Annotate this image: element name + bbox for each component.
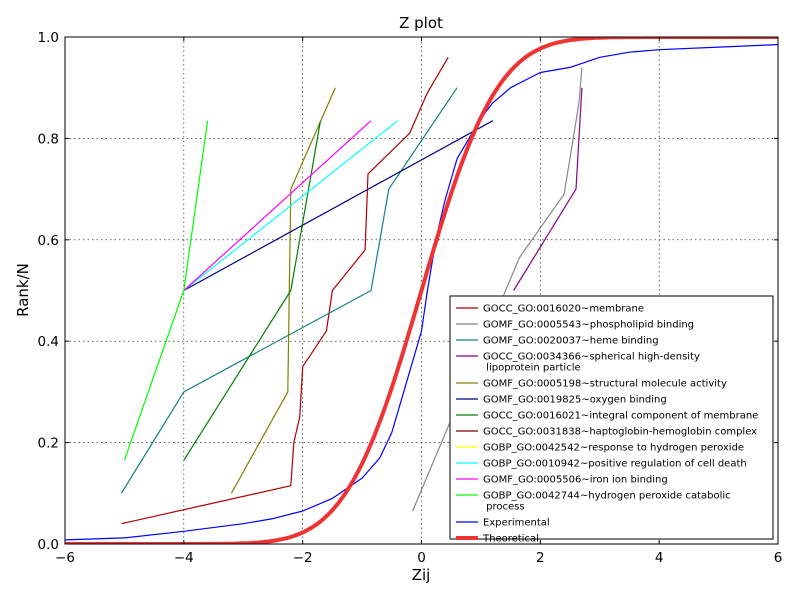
series-line-theoretical	[65, 37, 778, 544]
legend-entry-label: GOCC_GO:0016020~membrane	[483, 304, 644, 315]
legend-entry-label: GOCC_GO:0031838~haptoglobin-hemoglobin c…	[483, 427, 757, 438]
series-line-gomf-go-0005506-iron-ion-binding	[183, 120, 372, 291]
legend-entry-label: GOBP_GO:0042744~hydrogen peroxide catabo…	[483, 491, 731, 513]
y-tick-label: 0.0	[38, 537, 59, 553]
legend: GOCC_GO:0016020~membrane GOMF_GO:0005543~…	[449, 295, 774, 545]
legend-entry-label: GOMF_GO:0005543~phospholipid binding	[483, 320, 694, 331]
legend-entry-label: GOCC_GO:0034366~spherical high-density l…	[483, 352, 700, 374]
x-tick-label: 6	[774, 550, 783, 566]
legend-entry-label: GOMF_GO:0020037~heme binding	[483, 336, 659, 347]
series-line-gocc-go-0034366-spherical-high-density-lipoprotein-particle	[513, 87, 583, 291]
x-axis-label: Zij	[412, 566, 431, 584]
x-tick-label: 2	[536, 550, 545, 566]
chart-title: Z plot	[399, 14, 443, 32]
y-tick-label: 0.2	[38, 436, 59, 452]
x-tick-label: 0	[417, 550, 426, 566]
series-line-gomf-go-0019825-oxygen-binding	[183, 120, 494, 292]
y-tick-label: 0.6	[38, 233, 59, 249]
x-tick-label: −2	[293, 550, 313, 566]
legend-entry-label: GOBP_GO:0010942~positive regulation of c…	[483, 459, 747, 470]
legend-entry-label: GOMF_GO:0005198~structural molecule acti…	[483, 379, 727, 390]
series-line-gomf-go-0005198-structural-molecule-activity	[230, 87, 336, 494]
y-tick-label: 1.0	[38, 30, 59, 46]
axis-ticks: −6 −4 −2 0 2 4 6 0.0 0.2 0.4 0.6 0.8 1.0	[38, 30, 783, 566]
x-tick-label: 4	[655, 550, 664, 566]
y-tick-label: 0.4	[38, 334, 59, 350]
legend-entry-label: Experimental	[483, 518, 550, 529]
x-tick-label: −6	[55, 550, 75, 566]
legend-entry-label: GOCC_GO:0016021~integral component of me…	[483, 411, 758, 422]
series-layer	[65, 37, 778, 544]
series-line-gocc-go-0016021-integral-component-of-membrane	[183, 120, 322, 461]
legend-box	[449, 295, 774, 540]
legend-entry-label: GOBP_GO:0042542~response to hydrogen per…	[483, 443, 744, 454]
series-line-gobp-go-0010942-positive-regulation-of-cell-death	[183, 120, 399, 291]
legend-entry-label: GOMF_GO:0019825~oxygen binding	[483, 395, 667, 406]
legend-entry-label: Theoretical	[482, 534, 539, 545]
series-line-gomf-go-0020037-heme-binding	[120, 87, 458, 494]
plot-area	[65, 37, 778, 544]
y-tick-label: 0.8	[38, 131, 59, 147]
y-axis-label: Rank/N	[14, 263, 32, 317]
series-line-gocc-go-0016020-membrane	[121, 56, 449, 525]
x-tick-label: −4	[174, 550, 194, 566]
legend-entry-label: GOMF_GO:0005506~iron ion binding	[483, 475, 668, 486]
series-line-gobp-go-0042744-hydrogen-peroxide-catabolic-process	[123, 120, 209, 461]
